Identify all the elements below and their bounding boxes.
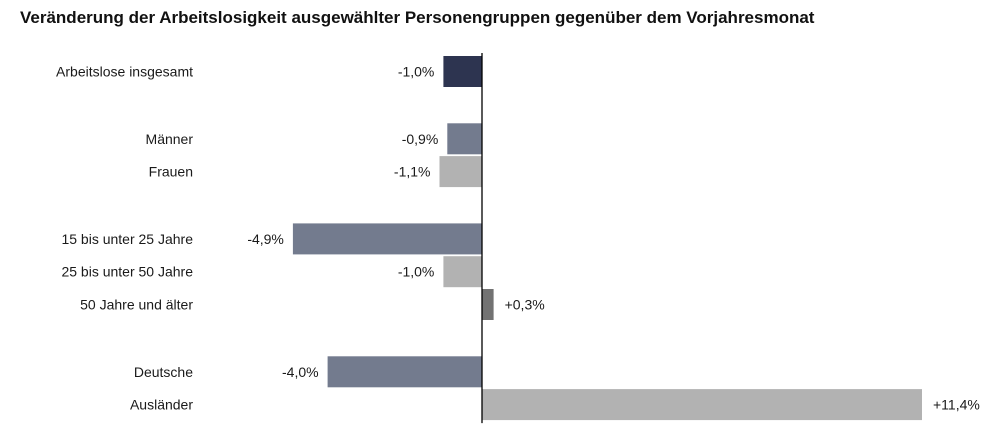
bar-frauen xyxy=(439,156,482,188)
labels-group: Arbeitslose insgesamt -1,0% Männer -0,9% Fra… xyxy=(56,64,980,413)
category-label-deutsche: Deutsche xyxy=(134,364,193,380)
value-label-maenner: -0,9% xyxy=(402,131,439,147)
bar-arbeitslose-insgesamt xyxy=(443,56,482,87)
bars-group xyxy=(292,56,922,421)
category-label-auslaender: Ausländer xyxy=(130,397,193,413)
category-label-15-bis-unter-25-jahre: 15 bis unter 25 Jahre xyxy=(61,231,193,247)
bar-auslaender xyxy=(482,389,922,421)
category-label-50-jahre-und-aelter: 50 Jahre und älter xyxy=(80,297,193,313)
bar-25-bis-unter-50-jahre xyxy=(443,256,482,288)
value-label-15-bis-unter-25-jahre: -4,9% xyxy=(247,231,284,247)
bar-deutsche xyxy=(327,356,482,388)
value-label-arbeitslose-insgesamt: -1,0% xyxy=(398,64,435,80)
chart-title: Veränderung der Arbeitslosigkeit ausgewä… xyxy=(20,8,815,27)
bar-50-jahre-und-aelter xyxy=(482,289,494,320)
category-label-arbeitslose-insgesamt: Arbeitslose insgesamt xyxy=(56,64,193,80)
value-label-frauen: -1,1% xyxy=(394,164,431,180)
value-label-50-jahre-und-aelter: +0,3% xyxy=(505,297,545,313)
value-label-auslaender: +11,4% xyxy=(933,397,980,413)
category-label-frauen: Frauen xyxy=(149,164,193,180)
category-label-25-bis-unter-50-jahre: 25 bis unter 50 Jahre xyxy=(61,264,193,280)
bar-15-bis-unter-25-jahre xyxy=(292,223,482,255)
value-label-deutsche: -4,0% xyxy=(282,364,319,380)
bar-maenner xyxy=(447,123,482,155)
category-label-maenner: Männer xyxy=(146,131,194,147)
value-label-25-bis-unter-50-jahre: -1,0% xyxy=(398,264,435,280)
